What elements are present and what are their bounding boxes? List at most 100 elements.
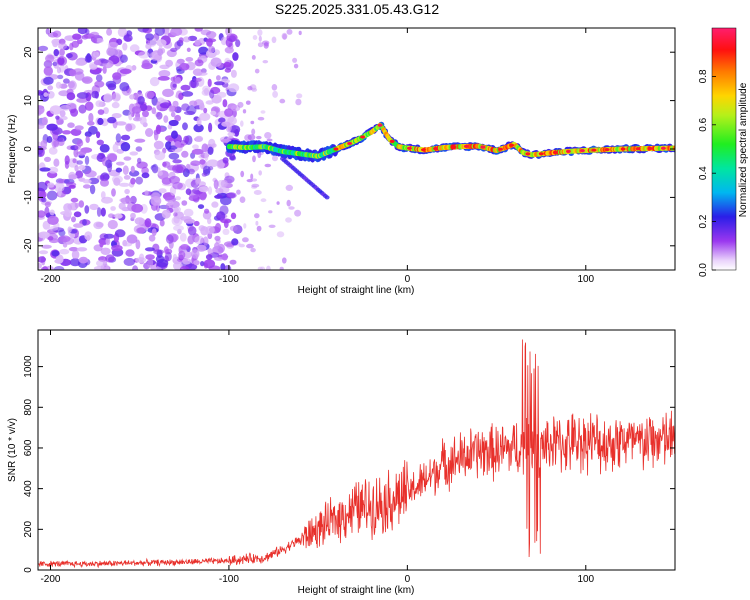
noise-cell [96, 131, 101, 139]
noise-cell [182, 258, 192, 265]
signal-peak [406, 146, 412, 150]
noise-cell [181, 91, 194, 97]
noise-cell [131, 106, 142, 114]
noise-cell [240, 170, 245, 178]
noise-cell [216, 159, 225, 169]
signal-peak [463, 144, 469, 148]
noise-cell [129, 44, 140, 53]
noise-cell [89, 203, 99, 211]
snr-x-tick-label: 100 [577, 574, 594, 585]
noise-cell [266, 138, 273, 142]
noise-cell [174, 141, 181, 148]
noise-cell [78, 150, 87, 155]
noise-cell [171, 130, 178, 139]
colorbar-tick-label: 0.8 [698, 69, 709, 83]
noise-cell [260, 198, 267, 203]
noise-cell [76, 92, 89, 99]
noise-cell [84, 170, 97, 178]
noise-cell [181, 150, 189, 158]
noise-cell [97, 109, 105, 115]
noise-cell [97, 117, 104, 126]
noise-cell [96, 259, 106, 267]
noise-cell [119, 68, 132, 75]
noise-cell [173, 206, 181, 213]
noise-cell [78, 164, 86, 171]
noise-cell [238, 243, 245, 248]
noise-cell [153, 249, 165, 255]
noise-cell [135, 176, 143, 185]
noise-cell [205, 225, 215, 235]
noise-cell [76, 247, 88, 252]
noise-cell [157, 170, 163, 176]
noise-cell [62, 130, 72, 135]
noise-cell [100, 207, 106, 217]
snr-y-axis-label: SNR (10 * v/v) [7, 418, 18, 482]
noise-cell [168, 145, 178, 150]
noise-cell [229, 225, 238, 232]
noise-cell [199, 159, 206, 165]
noise-cell [53, 158, 60, 167]
noise-cell [229, 155, 237, 161]
noise-cell [145, 254, 155, 260]
noise-cell [214, 256, 224, 261]
spectrogram-x-tick-label: -200 [40, 274, 60, 285]
noise-cell [78, 256, 89, 264]
noise-cell [194, 39, 201, 46]
noise-cell [115, 133, 122, 143]
noise-cell [185, 57, 194, 62]
noise-cell [129, 151, 139, 156]
noise-cell [38, 181, 48, 192]
noise-cell [222, 99, 228, 108]
noise-cell [142, 110, 149, 118]
noise-cell [232, 52, 239, 61]
noise-cell [226, 192, 237, 199]
noise-cell [208, 122, 213, 133]
noise-cell [139, 253, 145, 262]
noise-cell [73, 148, 79, 158]
noise-cell [168, 119, 179, 127]
noise-cell [228, 35, 236, 43]
noise-cell [190, 160, 201, 166]
noise-cell [227, 132, 236, 137]
snr-y-tick-label: 400 [23, 480, 34, 497]
noise-cell [279, 266, 284, 270]
signal-peak [421, 148, 426, 152]
noise-cell [65, 102, 77, 110]
noise-cell [242, 109, 247, 114]
noise-cell [63, 78, 70, 84]
noise-cell [170, 47, 178, 53]
noise-cell [113, 49, 123, 57]
noise-cell [70, 108, 79, 117]
noise-cell [87, 121, 95, 126]
noise-cell [94, 80, 105, 88]
noise-cell [105, 237, 111, 246]
noise-cell [69, 232, 76, 239]
noise-cell [197, 204, 205, 210]
noise-cell [67, 226, 72, 233]
noise-cell [130, 212, 136, 219]
noise-cell [251, 183, 260, 188]
noise-cell [51, 38, 62, 46]
noise-cell [112, 143, 119, 153]
noise-cell [239, 196, 246, 203]
noise-cell [255, 220, 259, 226]
noise-cell [69, 258, 81, 267]
noise-cell [137, 28, 149, 33]
noise-cell [229, 259, 237, 265]
colorbar-tick-label: 0.2 [698, 214, 709, 228]
noise-cell [276, 231, 285, 238]
noise-cell [159, 219, 165, 227]
noise-cell [137, 157, 142, 164]
chart-title: S225.2025.331.05.43.G12 [275, 1, 439, 17]
signal-peak [480, 145, 486, 149]
noise-cell [172, 159, 182, 164]
noise-cell [47, 236, 54, 241]
noise-cell [192, 77, 202, 82]
noise-cell [216, 75, 221, 81]
noise-cell [182, 122, 188, 131]
noise-cell [202, 236, 209, 246]
noise-cell [295, 98, 302, 106]
noise-cell [201, 143, 209, 153]
noise-cell [257, 29, 263, 36]
noise-cell [268, 224, 276, 228]
